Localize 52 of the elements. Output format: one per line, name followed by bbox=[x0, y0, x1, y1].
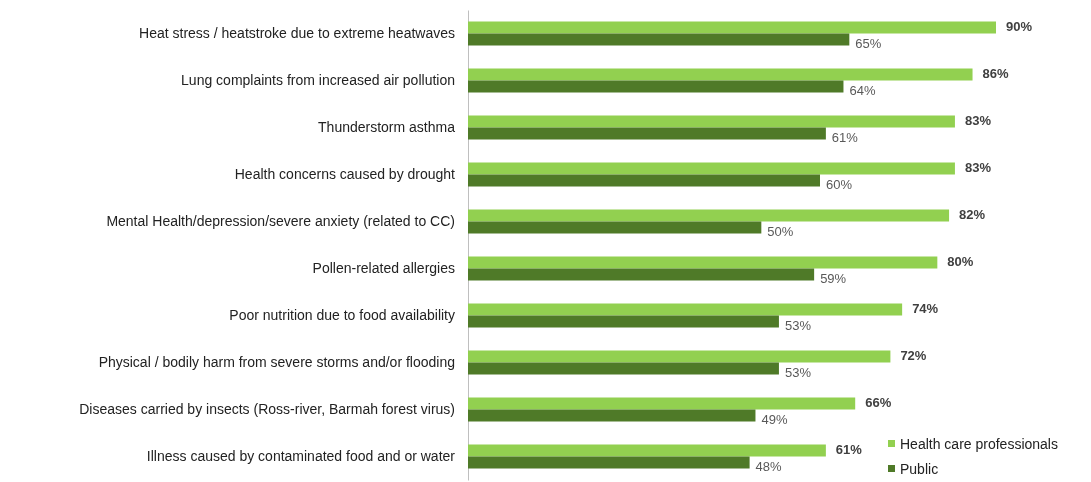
bar bbox=[468, 303, 903, 316]
data-label: 65% bbox=[855, 36, 882, 52]
data-label: 48% bbox=[755, 459, 783, 475]
data-label: 64% bbox=[849, 83, 876, 99]
bar bbox=[468, 127, 826, 140]
data-label: 60% bbox=[826, 177, 853, 193]
legend-label: Health care professionals bbox=[900, 435, 1058, 452]
y-tick-label: Health concerns caused by drought bbox=[234, 165, 456, 182]
data-label: 90% bbox=[1006, 19, 1033, 35]
y-tick-label: Thunderstorm asthma bbox=[318, 118, 456, 135]
bar bbox=[468, 68, 973, 81]
data-label: 83% bbox=[964, 113, 992, 129]
data-label: 53% bbox=[784, 318, 812, 334]
data-label: 59% bbox=[820, 271, 847, 287]
data-label: 74% bbox=[912, 301, 939, 317]
y-tick-label: Diseases carried by insects (Ross-river, Barmah forest virus) bbox=[79, 400, 455, 417]
y-tick-label: Poor nutrition due to food availability bbox=[229, 306, 455, 323]
data-label: 86% bbox=[982, 66, 1009, 82]
data-label: 83% bbox=[964, 160, 992, 176]
bar bbox=[468, 80, 844, 93]
y-tick-label: Mental Health/depression/severe anxiety (related to CC) bbox=[106, 212, 455, 229]
data-label: 53% bbox=[784, 365, 812, 381]
data-label: 72% bbox=[900, 348, 927, 364]
bar bbox=[468, 350, 891, 363]
bar bbox=[468, 268, 815, 281]
data-label: 49% bbox=[761, 412, 788, 428]
data-label: 82% bbox=[959, 207, 986, 223]
bar bbox=[468, 315, 779, 328]
y-tick-label: Lung complaints from increased air pollution bbox=[181, 71, 455, 88]
y-tick-label: Illness caused by contaminated food and or water bbox=[146, 447, 456, 464]
data-label: 61% bbox=[831, 130, 859, 146]
y-tick-label: Physical / bodily harm from severe storms and/or flooding bbox=[98, 353, 455, 370]
bar bbox=[468, 256, 938, 269]
bar bbox=[468, 444, 826, 457]
y-tick-label: Heat stress / heatstroke due to extreme heatwaves bbox=[139, 24, 455, 41]
bar bbox=[468, 362, 779, 375]
bar bbox=[468, 162, 955, 175]
data-label: 66% bbox=[865, 395, 892, 411]
bar bbox=[468, 221, 762, 234]
bar bbox=[468, 115, 955, 128]
data-label: 50% bbox=[767, 224, 794, 240]
bar bbox=[468, 21, 996, 34]
bar bbox=[468, 33, 850, 46]
data-label: 61% bbox=[835, 442, 863, 458]
y-tick-label: Pollen-related allergies bbox=[312, 259, 455, 276]
legend-label: Public bbox=[900, 460, 939, 477]
bar bbox=[468, 397, 856, 410]
bar bbox=[468, 409, 756, 422]
data-label: 80% bbox=[947, 254, 974, 270]
bar bbox=[468, 174, 820, 187]
bar bbox=[468, 209, 950, 222]
bar bbox=[468, 456, 750, 469]
